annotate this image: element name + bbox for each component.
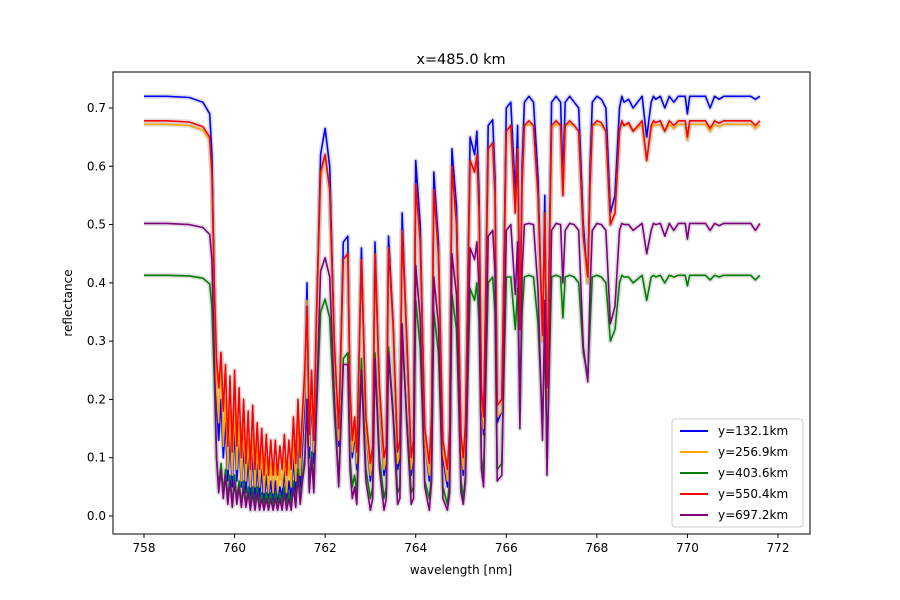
y-tick-label: 0.6 bbox=[87, 159, 106, 173]
x-tick-label: 764 bbox=[404, 541, 427, 555]
x-tick-label: 768 bbox=[585, 541, 608, 555]
y-tick-label: 0.5 bbox=[87, 218, 106, 232]
y-axis-label: reflectance bbox=[61, 269, 75, 336]
y-tick-label: 0.3 bbox=[87, 334, 106, 348]
series-lines bbox=[144, 95, 761, 511]
legend-label: y=550.4km bbox=[718, 487, 788, 501]
x-tick-label: 766 bbox=[495, 541, 518, 555]
legend-item: y=132.1km bbox=[680, 424, 788, 438]
legend-item: y=256.9km bbox=[680, 445, 788, 459]
legend-item: y=550.4km bbox=[680, 487, 788, 501]
x-tick-label: 770 bbox=[676, 541, 699, 555]
x-tick-label: 758 bbox=[133, 541, 156, 555]
y-tick-label: 0.0 bbox=[87, 509, 106, 523]
x-axis: 758 760 762 764 766 768 770 772 bbox=[133, 534, 790, 555]
legend-label: y=132.1km bbox=[718, 424, 788, 438]
legend-label: y=697.2km bbox=[718, 508, 788, 522]
legend-label: y=403.6km bbox=[718, 466, 788, 480]
x-tick-label: 762 bbox=[314, 541, 337, 555]
legend-box bbox=[671, 418, 804, 528]
x-tick-label: 772 bbox=[767, 541, 790, 555]
y-tick-label: 0.2 bbox=[87, 392, 106, 406]
y-axis: 0.0 0.1 0.2 0.3 0.4 0.5 0.6 0.7 bbox=[87, 101, 113, 523]
y-tick-label: 0.1 bbox=[87, 451, 106, 465]
series-line-5 bbox=[144, 222, 761, 511]
legend-item: y=697.2km bbox=[680, 508, 788, 522]
legend: y=132.1km y=256.9km y=403.6km y=550.4km y=69… bbox=[671, 418, 804, 528]
x-axis-label: wavelength [nm] bbox=[410, 563, 512, 577]
chart-title: x=485.0 km bbox=[416, 52, 505, 68]
y-tick-label: 0.7 bbox=[87, 101, 106, 115]
y-tick-label: 0.4 bbox=[87, 276, 106, 290]
legend-item: y=403.6km bbox=[680, 466, 788, 480]
x-tick-label: 760 bbox=[223, 541, 246, 555]
plot-frame bbox=[112, 71, 811, 535]
legend-label: y=256.9km bbox=[718, 445, 788, 459]
series-line-4 bbox=[144, 120, 761, 476]
